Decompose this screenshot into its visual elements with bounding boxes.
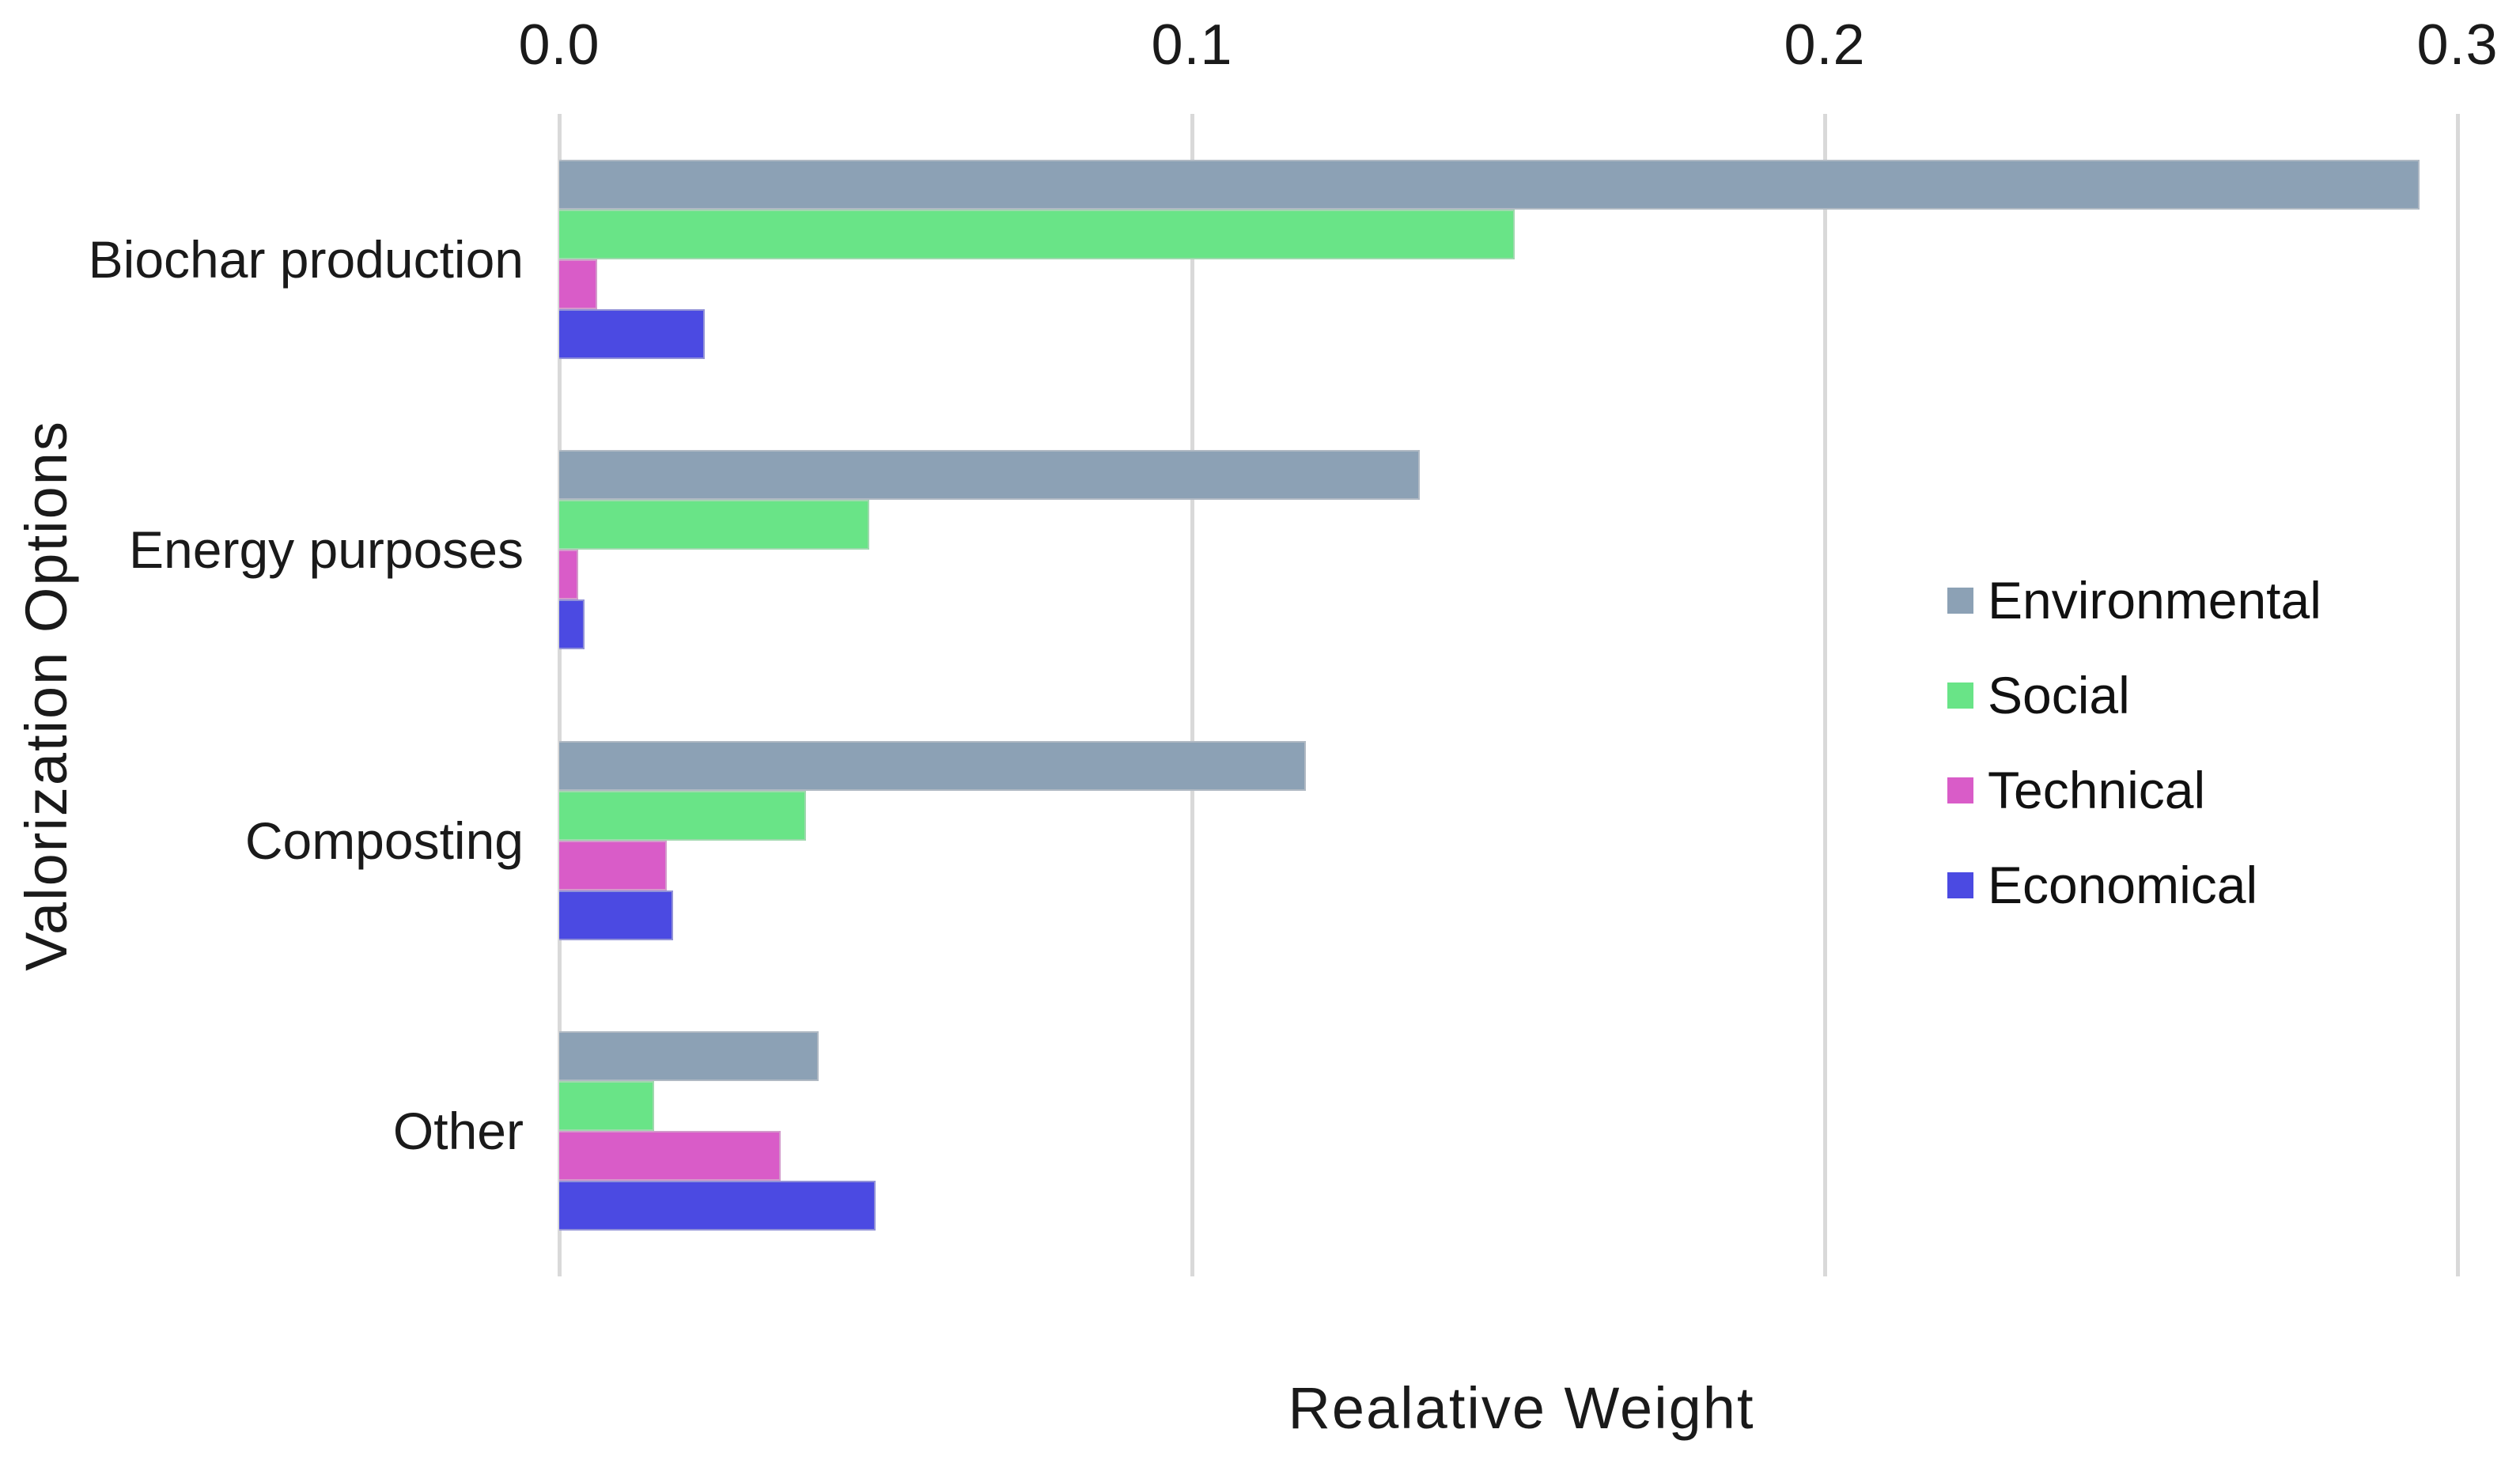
category-label-biochar-production: Biochar production [88,229,524,289]
legend-label-social: Social [1988,666,2130,724]
bar-other-technical [559,1131,781,1182]
y-axis-title: Valorization Options [13,419,79,971]
category-label-other: Other [392,1102,524,1161]
category-label-energy-purposes: Energy purposes [129,520,524,580]
bar-energy-purposes-technical [559,550,578,600]
bar-biochar-production-economical [559,308,705,359]
gridline-0.3 [2456,114,2460,1276]
x-tick-label-0.2: 0.2 [1784,13,1866,77]
legend-label-technical: Technical [1988,761,2206,819]
plot-area [558,114,2484,1276]
gridline-0.0 [558,114,562,1276]
bar-biochar-production-environmental [559,159,2420,210]
legend-item-environmental: Environmental [1947,572,2321,629]
legend-swatch-social [1947,682,1973,709]
category-label-composting: Composting [244,811,524,870]
legend-label-environmental: Environmental [1988,571,2321,630]
bar-other-social [559,1081,654,1132]
bar-energy-purposes-economical [559,599,585,650]
x-tick-label-0.0: 0.0 [518,13,600,77]
bar-composting-environmental [559,740,1306,791]
legend-swatch-technical [1947,777,1973,803]
bar-other-economical [559,1181,876,1231]
gridline-0.2 [1823,114,1827,1276]
x-tick-label-0.3: 0.3 [2416,13,2499,77]
gridline-0.1 [1190,114,1194,1276]
legend-swatch-environmental [1947,587,1973,614]
bar-composting-technical [559,840,667,890]
bar-composting-economical [559,890,673,940]
legend-item-economical: Economical [1947,856,2257,913]
bar-biochar-production-social [559,209,1515,259]
bar-other-environmental [559,1031,819,1082]
legend-swatch-economical [1947,872,1973,898]
x-tick-label-0.1: 0.1 [1151,13,1233,77]
legend-item-social: Social [1947,667,2130,724]
bar-energy-purposes-social [559,500,869,550]
x-axis-title: Realative Weight [1288,1375,1755,1441]
legend-label-economical: Economical [1988,856,2258,914]
bar-biochar-production-technical [559,259,597,309]
bar-energy-purposes-environmental [559,450,1420,501]
legend-item-technical: Technical [1947,762,2205,819]
bar-composting-social [559,790,806,841]
